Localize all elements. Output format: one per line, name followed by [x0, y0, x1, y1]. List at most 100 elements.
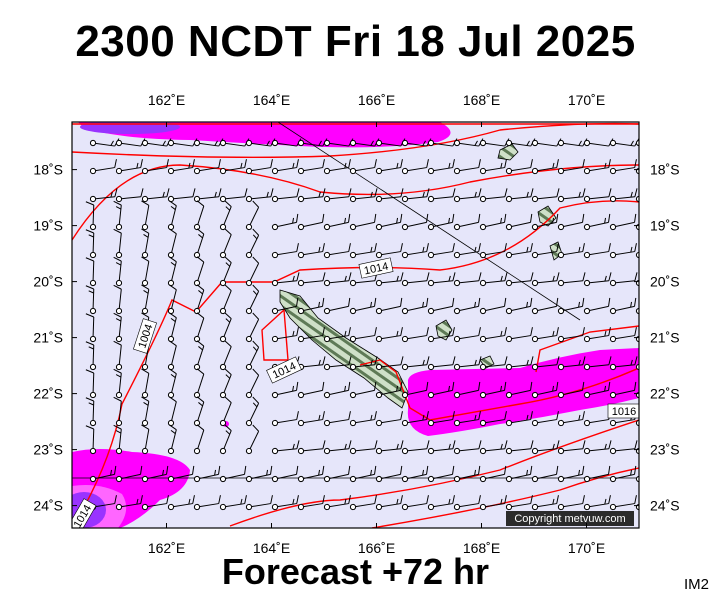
- wind-barb: [427, 411, 455, 427]
- wind-barb: [193, 465, 221, 483]
- wind-barb: [583, 327, 611, 343]
- wind-barb: [557, 272, 586, 287]
- wind-barb: [479, 440, 508, 455]
- wind-barb: [375, 495, 403, 511]
- isobar: [535, 325, 639, 373]
- wind-barb: [375, 356, 404, 371]
- wind-barb: [85, 397, 97, 427]
- lat-tick-label: 19˚S: [33, 218, 63, 234]
- wind-barb: [245, 138, 276, 147]
- new-caledonia-mainland: [279, 289, 409, 409]
- wind-barb: [427, 356, 456, 371]
- wind-barb: [375, 327, 403, 343]
- wind-barb: [115, 495, 143, 511]
- wind-barb: [323, 465, 351, 483]
- wind-barb: [113, 284, 123, 315]
- wind-barb: [609, 465, 637, 483]
- wind-barb: [531, 440, 560, 455]
- wind-barb: [271, 188, 300, 203]
- wind-barb: [349, 188, 378, 203]
- wind-barb: [557, 188, 586, 203]
- wind-barb: [219, 159, 247, 175]
- wind-barb: [479, 356, 508, 371]
- wind-barb-layer: [85, 138, 639, 511]
- wind-barb: [375, 272, 404, 287]
- wind-barb: [531, 356, 560, 371]
- wind-barb: [297, 272, 326, 287]
- forecast-subtitle: Forecast +72 hr: [221, 551, 490, 592]
- wind-barb: [141, 228, 150, 259]
- wind-barb: [453, 327, 481, 343]
- wind-barb: [583, 272, 612, 287]
- wind-barb: [505, 213, 533, 231]
- wind-barb: [245, 424, 260, 455]
- wind-barb: [297, 381, 325, 399]
- wind-barb: [349, 213, 377, 231]
- wind-barb: [505, 495, 533, 511]
- wind-barb: [271, 297, 299, 315]
- rain-core-north: [80, 122, 180, 134]
- wind-barb: [349, 381, 377, 399]
- wind-barb: [271, 138, 302, 147]
- wind-barb: [401, 440, 430, 455]
- isobar: [371, 467, 639, 528]
- wind-barb: [271, 327, 299, 343]
- wind-barb: [427, 440, 456, 455]
- wind-barb: [583, 188, 612, 203]
- wind-barb: [479, 327, 507, 343]
- wind-barb: [323, 327, 351, 343]
- wind-barb: [505, 381, 533, 399]
- wind-barb: [85, 313, 97, 343]
- wind-barb: [245, 465, 273, 483]
- map-title: 2300 NCDT Fri 18 Jul 2025: [75, 17, 636, 66]
- wind-barb: [167, 396, 177, 427]
- land-layer: [279, 143, 563, 409]
- wind-barb: [531, 381, 559, 399]
- wind-barb: [193, 188, 222, 203]
- wind-barb: [583, 243, 611, 259]
- wind-barb: [167, 465, 195, 483]
- wind-barb: [427, 381, 455, 399]
- wind-barb: [427, 327, 455, 343]
- lat-tick-label: 21˚S: [33, 330, 63, 346]
- wind-barb: [167, 312, 177, 343]
- wind-barb: [531, 465, 559, 483]
- lon-tick-label: 170˚E: [568, 540, 605, 556]
- isobar: [72, 122, 639, 159]
- wind-barb: [113, 396, 123, 427]
- wind-barb: [609, 213, 637, 231]
- wind-barb: [635, 363, 639, 371]
- svg-text:1014: 1014: [363, 261, 389, 278]
- wind-barb: [85, 229, 97, 259]
- lon-tick-label: 162˚E: [148, 92, 185, 108]
- wind-barb: [245, 188, 274, 203]
- lat-tick-label: 23˚S: [650, 442, 680, 458]
- svg-text:Copyright metvuw.com: Copyright metvuw.com: [514, 513, 625, 525]
- wind-barb: [219, 424, 232, 455]
- lon-tick-label: 164˚E: [253, 92, 290, 108]
- wind-barb: [141, 396, 150, 427]
- lat-tick-label: 19˚S: [650, 218, 680, 234]
- wind-barb: [271, 495, 299, 511]
- wind-barb: [219, 188, 248, 203]
- wind-barb: [323, 495, 351, 511]
- wind-barb: [401, 411, 429, 427]
- lat-tick-label: 23˚S: [33, 442, 63, 458]
- wind-barb: [113, 200, 123, 231]
- wind-barb: [349, 411, 377, 427]
- wind-barb: [349, 495, 377, 511]
- wind-barb: [113, 256, 123, 287]
- wind-barb: [193, 159, 221, 175]
- svg-text:1016: 1016: [612, 406, 636, 418]
- wind-barb: [479, 465, 507, 483]
- wind-barb: [219, 284, 232, 315]
- wind-barb: [557, 297, 585, 315]
- wind-barb: [115, 465, 143, 483]
- lon-tick-label: 166˚E: [358, 540, 395, 556]
- wind-barb: [583, 159, 611, 175]
- diagonal-reference-line: [277, 122, 581, 321]
- wind-barb: [609, 272, 638, 287]
- wind-barb: [193, 424, 205, 455]
- wind-barb: [505, 297, 533, 315]
- wind-barb: [375, 243, 403, 259]
